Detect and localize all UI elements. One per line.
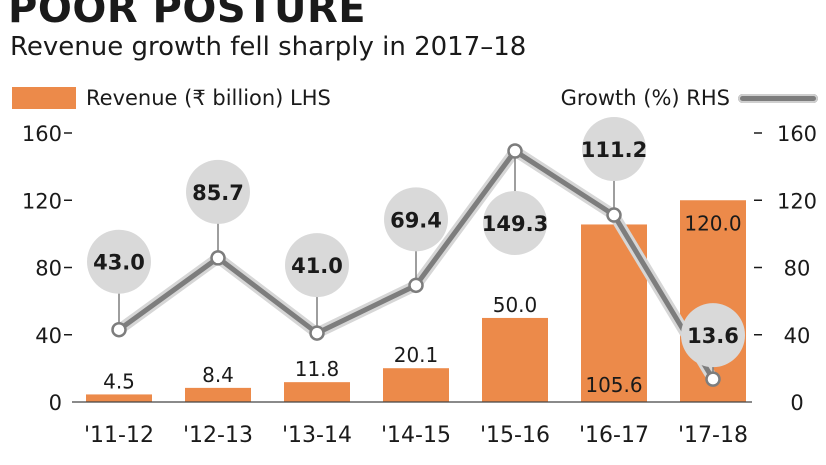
revenue-bar-label: 50.0 <box>493 293 538 317</box>
growth-point <box>210 250 226 266</box>
growth-point <box>408 277 424 294</box>
revenue-bar <box>482 317 548 402</box>
growth-point <box>507 143 523 159</box>
chart-subtitle: Revenue growth fell sharply in 2017–18 <box>10 32 527 62</box>
growth-value-label: 13.6 <box>687 324 739 348</box>
legend-growth: Growth (%) RHS <box>561 86 818 110</box>
source-note-strip <box>0 456 826 465</box>
revenue-bar-label: 11.8 <box>295 357 340 381</box>
revenue-bar <box>86 394 152 402</box>
legend-growth-line-sample <box>738 93 818 103</box>
x-tick-label: '12-13 <box>183 423 253 448</box>
growth-bubble <box>285 233 349 298</box>
growth-value-label: 111.2 <box>581 138 647 162</box>
right-tick-label: 80 <box>784 257 811 281</box>
growth-value-label: 69.4 <box>390 208 442 232</box>
legend-revenue: Revenue (₹ billion) LHS <box>12 86 331 110</box>
x-tick-label: '17-18 <box>678 423 748 448</box>
revenue-bar-label: 8.4 <box>202 363 234 387</box>
legend-growth-label: Growth (%) RHS <box>560 86 730 110</box>
left-tick-label: 0 <box>49 391 62 415</box>
revenue-bar-label: 4.5 <box>103 369 135 393</box>
left-axis: 0 40 80 120 160 <box>22 122 72 415</box>
growth-bubble <box>681 303 745 368</box>
revenue-bar-label: 105.6 <box>585 373 642 397</box>
left-tick-label: 120 <box>22 189 62 213</box>
x-tick-label: '13-14 <box>282 423 352 448</box>
right-tick-label: 120 <box>777 189 817 213</box>
growth-bubble <box>483 190 547 255</box>
growth-point <box>309 325 325 341</box>
x-tick-label: '15-16 <box>480 423 550 448</box>
growth-bubble <box>186 159 250 224</box>
growth-bubble <box>384 187 448 252</box>
x-tick-label: '11-12 <box>84 423 154 448</box>
x-axis: '11-12 '12-13 '13-14 '14-15 '15-16 '16-17 '17-… <box>72 401 752 448</box>
revenue-bar <box>383 368 449 402</box>
growth-value-label: 85.7 <box>192 181 244 205</box>
growth-value-label: 149.3 <box>482 212 548 236</box>
revenue-bar-label: 120.0 <box>684 211 741 235</box>
left-tick-label: 160 <box>22 122 62 146</box>
growth-point <box>606 207 622 223</box>
revenue-bar <box>284 382 350 402</box>
x-tick-label: '16-17 <box>579 423 649 448</box>
growth-bubbles: 43.0 85.7 41.0 69.4 149.3 111.2 13.6 <box>87 117 745 387</box>
x-tick-label: '14-15 <box>381 423 451 448</box>
growth-value-label: 41.0 <box>291 254 343 278</box>
right-tick-label: 0 <box>790 391 803 415</box>
growth-point <box>705 371 721 387</box>
revenue-bar <box>185 387 251 402</box>
left-tick-label: 80 <box>35 257 62 281</box>
bar-labels: 4.5 8.4 11.8 20.1 50.0 105.6 120.0 <box>103 211 742 397</box>
growth-value-label: 43.0 <box>93 251 145 275</box>
legend-revenue-label: Revenue (₹ billion) LHS <box>86 86 331 110</box>
right-axis: 0 40 80 120 160 <box>754 122 817 415</box>
growth-bubble <box>87 229 151 294</box>
right-tick-label: 160 <box>777 122 817 146</box>
left-tick-label: 40 <box>35 324 62 348</box>
growth-point <box>111 321 127 338</box>
right-tick-label: 40 <box>784 324 811 348</box>
legend-revenue-swatch <box>12 87 76 109</box>
revenue-bar-label: 20.1 <box>394 343 439 367</box>
chart-title: POOR POSTURE <box>8 0 367 32</box>
growth-bubble <box>582 117 646 182</box>
